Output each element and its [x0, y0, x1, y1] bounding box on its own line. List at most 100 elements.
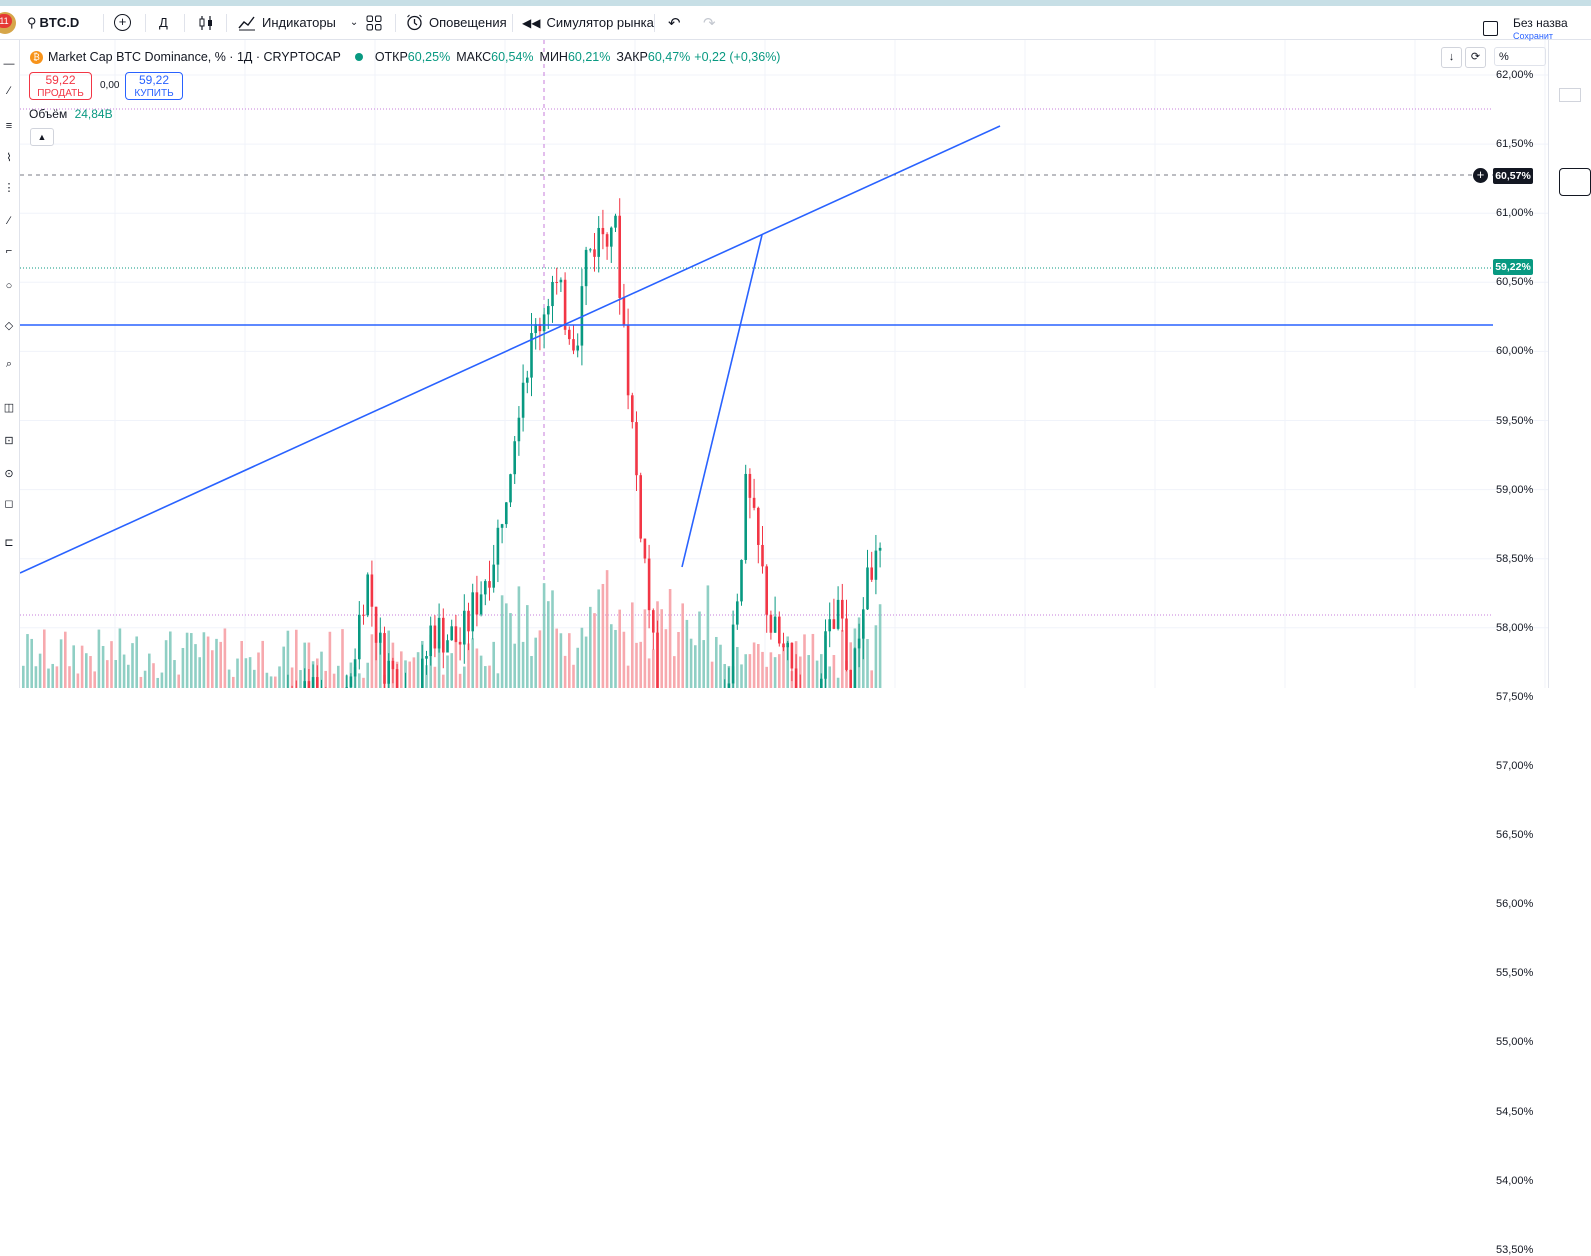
candle-body	[488, 581, 491, 588]
candle-body	[374, 606, 378, 643]
favorites-icon[interactable]: ⊏	[4, 537, 14, 549]
lock-icon[interactable]: ⊡	[4, 435, 14, 447]
volume-bar	[635, 642, 638, 688]
trash-icon[interactable]: ◻	[4, 498, 14, 510]
side-panel-toggle[interactable]	[1559, 168, 1591, 196]
candle-body	[429, 625, 432, 657]
candle-body	[622, 297, 626, 326]
alerts-button[interactable]: Оповещения	[406, 6, 507, 39]
candle-body	[769, 614, 773, 633]
volume-bar	[723, 664, 726, 688]
volume-bar	[698, 611, 701, 688]
volume-bar	[820, 654, 823, 688]
candle-body	[643, 538, 647, 559]
symbol-search[interactable]: ⚲ BTC.D	[27, 6, 79, 39]
volume-bar	[677, 632, 680, 688]
volume-bar	[362, 677, 365, 688]
volume-bar	[38, 653, 42, 688]
percent-scale-button[interactable]: %	[1494, 47, 1546, 66]
volume-bar	[446, 655, 449, 688]
candle-body	[463, 610, 466, 645]
candle-body	[778, 616, 781, 644]
undo-button[interactable]: ↶	[668, 6, 681, 39]
scroll-down-button[interactable]: ↓	[1441, 47, 1462, 68]
candle-body	[790, 642, 794, 669]
volume-bar	[551, 590, 554, 688]
avatar[interactable]: 11	[0, 12, 16, 34]
volume-bar	[803, 634, 806, 688]
chart-type-button[interactable]	[198, 6, 214, 39]
redo-button[interactable]: ↷	[703, 6, 716, 39]
hide-icon[interactable]: ⊙	[4, 468, 14, 480]
volume-bar	[542, 583, 546, 688]
candle-body	[383, 633, 386, 684]
volume-bar	[59, 639, 63, 688]
candles	[287, 198, 882, 688]
buy-button[interactable]: 59,22 КУПИТЬ	[125, 72, 183, 100]
drawings[interactable]	[20, 125, 1493, 574]
volume-bar	[173, 660, 176, 688]
volume-bar	[744, 654, 747, 688]
candle-body	[832, 619, 836, 629]
add-symbol-button[interactable]: +	[114, 6, 131, 39]
candle-body	[878, 547, 882, 551]
pattern-icon[interactable]: ⌇	[6, 152, 12, 164]
brush-icon[interactable]: ∕	[8, 215, 10, 227]
magnet-icon[interactable]: ◫	[3, 402, 15, 414]
volume-bar	[740, 664, 743, 688]
volume-bar	[559, 633, 563, 688]
templates-button[interactable]	[366, 6, 382, 39]
emoji-icon[interactable]: ○	[5, 280, 13, 292]
trend-line-icon[interactable]: ∕	[8, 85, 10, 97]
candle-body	[509, 474, 512, 503]
volume-bar	[748, 654, 752, 688]
refresh-button[interactable]: ⟳	[1465, 47, 1486, 68]
replay-button[interactable]: ◀◀ Симулятор рынка	[522, 6, 654, 39]
sell-button[interactable]: 59,22 ПРОДАТЬ	[29, 72, 92, 100]
candle-body	[656, 632, 659, 688]
candle-body	[366, 574, 369, 616]
price-tick-label: 62,00%	[1496, 69, 1534, 81]
save-layout[interactable]: Без назва Сохранит	[1483, 12, 1591, 45]
volume-bar	[685, 619, 689, 688]
volume-bar	[761, 651, 764, 688]
volume-bar	[563, 655, 567, 688]
volume-bar	[475, 648, 479, 688]
price-tick-label: 53,50%	[1496, 1243, 1534, 1256]
chevron-up-icon: ▲	[37, 132, 47, 142]
interval-button[interactable]: Д	[159, 6, 168, 39]
candle-body	[458, 641, 462, 645]
candle-body	[647, 558, 651, 611]
volume-bar	[706, 585, 710, 688]
measure-icon[interactable]: ◇	[4, 320, 14, 332]
volume-bar	[757, 644, 760, 688]
cursor-icon[interactable]: —	[3, 58, 15, 70]
right-panel-icon[interactable]	[1559, 88, 1581, 102]
volume-bar	[845, 660, 848, 688]
text-icon[interactable]: ⌐	[5, 245, 13, 257]
volume-bar	[538, 630, 542, 688]
window-top-strip	[0, 0, 1591, 6]
volume-bar	[206, 636, 210, 688]
collapse-legend-button[interactable]: ▲	[30, 128, 54, 146]
candle-body	[593, 249, 596, 257]
drawing-toolbar: — ∕ ≡ ⌇ ⋮ ∕ ⌐ ○ ◇ ⌕ ◫ ⊡ ⊙ ◻ ⊏	[0, 40, 20, 688]
candle-body	[303, 681, 306, 688]
volume-bar	[593, 613, 596, 688]
indicators-button[interactable]: Индикаторы ⌄	[238, 6, 358, 39]
volume-bar	[248, 657, 252, 688]
volume-bar	[622, 631, 626, 688]
forecast-icon[interactable]: ⋮	[3, 182, 15, 194]
chart-canvas[interactable]	[20, 40, 1548, 688]
candle-body	[307, 681, 311, 688]
steep-trend-line	[681, 234, 763, 568]
candle-body	[471, 592, 474, 632]
candle-body	[857, 638, 861, 649]
volume-bar	[664, 629, 668, 688]
volume-bar	[433, 666, 437, 688]
add-alert-plus-icon[interactable]: +	[1473, 168, 1488, 183]
volume-bar	[626, 665, 630, 688]
fib-icon[interactable]: ≡	[5, 120, 13, 132]
zoom-icon[interactable]: ⌕	[5, 358, 13, 370]
market-status-icon	[354, 53, 363, 61]
